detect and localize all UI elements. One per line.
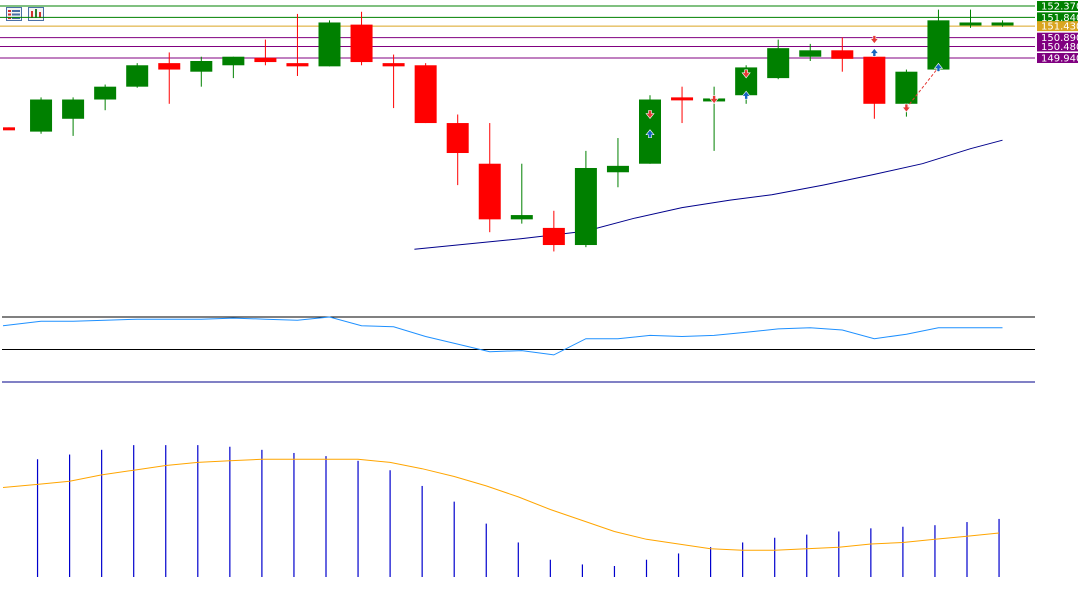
candle-body [222,56,245,66]
candle-body [959,22,982,26]
candle [286,13,309,76]
price-tag-bg [1037,53,1078,63]
price-tag-bg [1037,41,1078,52]
up-arrow-icon [741,90,751,100]
candle-body [799,50,822,57]
oscillator-line [2,316,1003,356]
candlesticks [3,9,1014,252]
price-tag-bg [1037,1,1078,11]
candle-body [126,65,149,87]
price-levels [0,5,1035,59]
candle-body [382,63,405,67]
candle-body [574,167,597,246]
down-arrow-icon [709,95,719,104]
candle [350,11,373,66]
candle [991,20,1014,27]
candle-body [671,97,694,101]
candle [158,52,181,104]
price-tag-label: 150.890 [1041,33,1081,44]
candle-body [254,57,277,63]
down-arrow-icon [901,103,912,113]
candle-body [190,60,213,72]
candle-body [3,127,15,131]
candle [542,210,565,252]
candle-body [863,56,886,104]
candle [254,39,277,66]
candle [94,84,117,111]
price-tag: 151.430 [1037,21,1081,33]
price-tag: 151.840 [1037,12,1081,24]
price-tag-bg [1037,32,1078,43]
candle-body [895,71,918,104]
candle [767,39,790,80]
candle-body [94,86,117,100]
candle [382,54,405,109]
price-tag-label: 152.370 [1041,2,1081,13]
down-arrow-icon [869,35,879,45]
down-arrow-icon [741,69,751,79]
signal-line [2,458,1000,551]
candle [927,9,950,72]
candle-body [414,65,437,124]
trade-markers [645,35,944,139]
candle [799,43,822,61]
price-tag-bg [1037,12,1078,23]
candle [510,163,533,224]
candle [831,37,854,72]
moving-average [414,139,1003,250]
volume-panel [2,445,1000,577]
candle [446,114,469,186]
up-arrow-icon [645,129,655,139]
oscillator-panel [2,316,1035,383]
candle-body [446,123,469,154]
candle-body [735,67,758,96]
candle [222,56,245,79]
candle [62,97,85,136]
candle-body [510,215,533,220]
candle [478,123,501,233]
candle-body [62,99,85,119]
candle [190,56,213,87]
candle-body [318,22,341,67]
candle [863,56,886,119]
candle-body [478,163,501,220]
candle [126,63,149,88]
price-tag: 152.370 [1037,1,1081,13]
price-tag: 150.890 [1037,32,1081,44]
candle [671,86,694,124]
candle [606,138,629,188]
candle-body [767,48,790,79]
candle-body [158,63,181,70]
candle [30,97,53,134]
candle-body [350,24,373,63]
candle [959,9,982,28]
price-tag-bg [1037,21,1078,32]
price-tag-label: 151.840 [1041,13,1081,24]
candle-body [30,99,53,132]
trade-connector [906,67,939,109]
candle [3,127,15,131]
up-arrow-icon [869,47,879,57]
price-tags: 152.370151.840151.430150.890150.480149.9… [1037,1,1081,65]
down-arrow-icon [645,110,655,119]
candle [414,63,437,124]
price-tag-label: 151.430 [1041,22,1081,33]
candle-body [606,165,629,173]
price-tag: 149.940 [1037,53,1081,65]
candle-body [927,20,950,70]
candle [318,20,341,67]
moving-average-line [414,139,1003,250]
candle [574,150,597,248]
price-tag: 150.480 [1037,41,1081,53]
candle-body [991,22,1014,26]
up-arrow-icon [933,62,944,72]
candle-body [286,63,309,67]
candle-body [542,227,565,246]
price-tag-label: 150.480 [1041,42,1081,53]
price-tag-label: 149.940 [1041,54,1081,65]
candle-body [831,50,854,59]
